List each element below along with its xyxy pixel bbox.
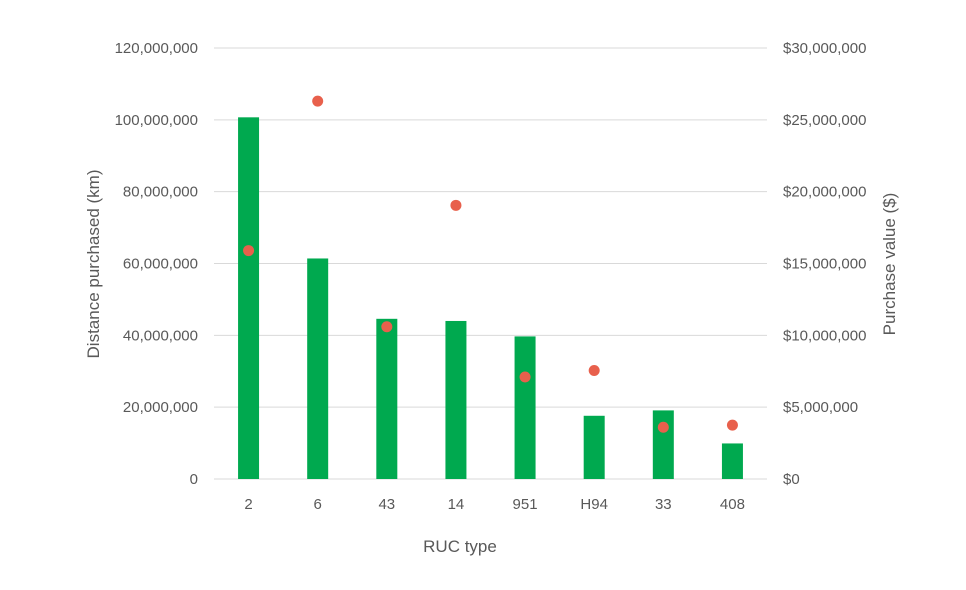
left-y-tick-label: 0 [190,471,198,488]
data-point [312,95,324,107]
right-y-tick-label: $20,000,000 [783,184,866,201]
x-tick-label: 43 [378,496,395,513]
bar [307,258,329,479]
data-point [381,321,393,333]
data-point [726,419,738,431]
x-tick-label: H94 [580,496,608,513]
left-axis-ticks: 0 20,000,000 40,000,000 60,000,000 80,000,00… [115,40,198,488]
left-y-axis-title: Distance purchased (km) [84,170,103,359]
left-y-tick-label: 100,000,000 [115,112,198,129]
bar [376,318,398,479]
data-point [519,371,531,383]
x-tick-label: 6 [314,496,322,513]
data-point [657,421,669,433]
bar [583,415,605,479]
left-y-tick-label: 80,000,000 [123,184,198,201]
left-y-tick-label: 40,000,000 [123,327,198,344]
right-y-tick-label: $15,000,000 [783,256,866,273]
data-point [243,245,255,257]
left-y-tick-label: 120,000,000 [115,40,198,57]
x-axis-title: RUC type [423,537,497,556]
left-y-tick-label: 20,000,000 [123,399,198,416]
right-y-tick-label: $30,000,000 [783,40,866,57]
x-tick-label: 951 [513,496,538,513]
right-y-axis-title: Purchase value ($) [880,193,899,336]
data-point [450,199,462,211]
right-y-tick-label: $25,000,000 [783,112,866,129]
x-tick-label: 408 [720,496,745,513]
bar [238,117,260,480]
bar [445,320,467,479]
x-tick-label: 14 [448,496,465,513]
x-axis-ticks: 2 6 43 14 951 H94 33 408 [244,496,745,513]
bar [652,410,674,479]
right-y-tick-label: $10,000,000 [783,327,866,344]
scatter-series-value [243,95,738,433]
left-y-tick-label: 60,000,000 [123,256,198,273]
right-y-tick-label: $5,000,000 [783,399,858,416]
right-y-tick-label: $0 [783,471,800,488]
bar [721,443,743,479]
right-axis-ticks: $0 $5,000,000 $10,000,000 $15,000,000 $20,00… [783,40,866,488]
x-tick-label: 2 [244,496,252,513]
bar [514,336,536,479]
x-tick-label: 33 [655,496,672,513]
data-point [588,365,600,377]
gridlines [214,47,767,480]
